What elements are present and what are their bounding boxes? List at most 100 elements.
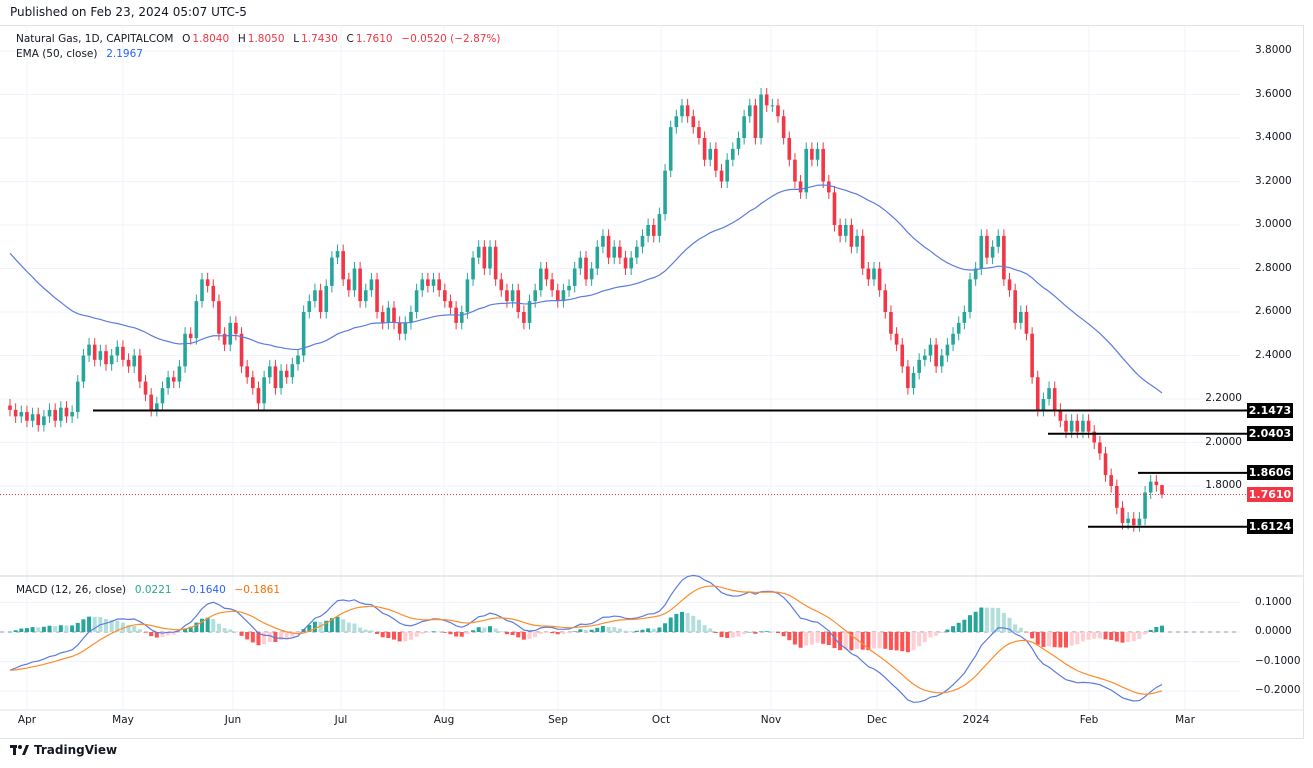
candle — [589, 268, 594, 280]
candle — [301, 312, 306, 356]
macd-histogram-bar — [8, 631, 12, 633]
candle — [990, 246, 995, 258]
macd-histogram-bar — [493, 628, 498, 632]
macd-histogram-bar — [109, 620, 114, 632]
macd-histogram-bar — [917, 632, 922, 647]
candle — [668, 127, 673, 171]
candle — [555, 290, 560, 302]
macd-histogram-bar — [629, 631, 634, 632]
candle — [1041, 399, 1046, 410]
candle — [262, 377, 266, 404]
candle — [171, 377, 176, 382]
macd-signal-value: −0.1861 — [234, 584, 281, 596]
candle — [742, 116, 746, 138]
candle — [770, 105, 775, 107]
macd-histogram-bar — [623, 630, 628, 632]
candle — [973, 268, 978, 280]
candle — [979, 235, 984, 269]
tradingview-brand: TradingView — [34, 743, 118, 757]
candle — [866, 268, 871, 280]
macd-histogram-bar — [200, 618, 204, 632]
last-price-label: 1.7610 — [1247, 486, 1293, 502]
candle — [42, 416, 46, 426]
macd-histogram-bar — [346, 622, 351, 632]
candle — [273, 366, 278, 389]
macd-histogram-bar — [877, 632, 882, 649]
candle — [476, 246, 481, 258]
candle — [544, 268, 549, 280]
macd-histogram-bar — [550, 632, 555, 634]
candle — [821, 148, 825, 182]
candle — [341, 251, 345, 280]
candle — [764, 94, 769, 106]
macd-histogram-bar — [160, 632, 165, 637]
ema-label[interactable]: EMA (50, close) — [16, 48, 98, 60]
x-tick-label: May — [112, 714, 134, 726]
candle — [815, 148, 820, 160]
macd-histogram-bar — [838, 632, 843, 651]
x-tick-label: 2024 — [962, 714, 990, 726]
change-value: −0.0520 (−2.87%) — [401, 33, 501, 45]
candle — [375, 279, 379, 312]
candle — [437, 279, 441, 291]
candle — [160, 388, 165, 404]
x-tick-label: Sep — [548, 714, 568, 726]
candle — [928, 344, 933, 356]
x-tick-label: Aug — [433, 714, 455, 726]
candle — [143, 381, 148, 395]
macd-histogram-bar — [222, 628, 227, 632]
candle — [680, 105, 684, 117]
candle — [606, 235, 611, 258]
candle — [691, 116, 696, 128]
macd-histogram-bar — [425, 632, 430, 633]
candle — [149, 394, 153, 410]
candle — [222, 333, 227, 345]
macd-histogram-bar — [894, 632, 899, 651]
candle — [138, 355, 142, 382]
macd-histogram-bar — [555, 632, 560, 635]
candle — [330, 257, 334, 286]
macd-histogram-bar — [1007, 617, 1012, 632]
candle — [47, 409, 52, 417]
candle — [256, 388, 261, 404]
candle — [279, 370, 283, 389]
high-value: 1.8050 — [247, 33, 285, 45]
x-tick-label: Nov — [760, 714, 782, 726]
candle — [251, 377, 255, 389]
candle — [934, 344, 938, 367]
symbol-label[interactable]: Natural Gas, 1D, CAPITALCOM — [16, 33, 174, 45]
tradingview-logo[interactable]: TradingView — [10, 743, 117, 757]
macd-histogram-bar — [1047, 632, 1052, 647]
macd-histogram-bar — [674, 613, 679, 632]
macd-histogram-bar — [256, 632, 261, 646]
candle — [838, 225, 842, 236]
ema-50-line — [9, 184, 1163, 394]
macd-histogram-bar — [764, 631, 769, 632]
macd-tick-label: 0.0000 — [1255, 625, 1292, 637]
candle — [1064, 420, 1068, 432]
candle — [522, 312, 526, 323]
macd-histogram-bar — [154, 632, 159, 638]
macd-histogram-bar — [279, 632, 284, 641]
macd-tick-label: −0.1000 — [1255, 654, 1301, 667]
candle — [945, 344, 950, 356]
candle — [1148, 481, 1153, 493]
macd-histogram-bar — [1114, 632, 1119, 642]
macd-histogram-bar — [527, 632, 532, 639]
macd-histogram-bar — [1131, 632, 1136, 642]
price-tick-label: 3.2000 — [1255, 174, 1292, 187]
candle — [719, 170, 724, 182]
macd-histogram-bar — [578, 629, 583, 632]
price-tick-label: 2.8000 — [1255, 261, 1292, 274]
macd-histogram-bar — [1058, 632, 1063, 648]
candle — [923, 355, 927, 360]
price-tick-label: 2.6000 — [1255, 305, 1292, 317]
macd-label[interactable]: MACD (12, 26, close) — [16, 584, 127, 596]
macd-histogram-bar — [290, 632, 295, 637]
candle — [19, 412, 24, 417]
macd-histogram-bar — [482, 627, 487, 632]
macd-histogram-bar — [318, 622, 323, 632]
macd-histogram-bar — [544, 632, 549, 633]
macd-histogram-bar — [702, 625, 707, 632]
